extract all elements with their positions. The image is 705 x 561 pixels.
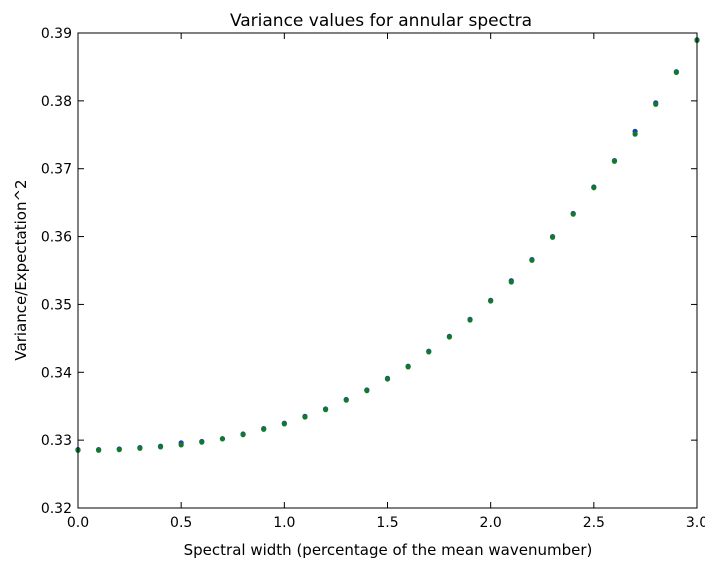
y-tick-label: 0.34: [41, 365, 72, 381]
data-point-series-2: [508, 279, 514, 285]
data-point-series-2: [137, 445, 143, 451]
x-tick-label: 0.5: [170, 515, 192, 531]
data-point-series-2: [570, 211, 576, 217]
data-point-series-2: [611, 158, 618, 164]
y-axis-label: Variance/Expectation^2: [12, 179, 30, 360]
data-point-series-2: [323, 407, 329, 413]
x-tick-label: 2.5: [583, 515, 605, 531]
data-point-series-2: [632, 131, 638, 137]
y-tick-label: 0.37: [41, 162, 72, 178]
data-point-series-2: [219, 436, 226, 442]
data-point-series-2: [178, 442, 184, 448]
x-tick-label: 0.0: [67, 515, 89, 531]
data-point-series-2: [240, 432, 246, 438]
y-tick-label: 0.38: [41, 94, 72, 110]
chart-title: Variance values for annular spectra: [230, 11, 532, 31]
x-tick-label: 2.0: [480, 515, 502, 531]
data-point-series-2: [302, 414, 308, 420]
x-axis-label: Spectral width (percentage of the mean w…: [184, 541, 593, 559]
data-points: [75, 37, 700, 453]
data-point-series-2: [549, 234, 556, 240]
data-point-series-2: [446, 334, 452, 340]
data-point-series-2: [426, 349, 432, 355]
x-tick-label: 3.0: [686, 515, 705, 531]
data-point-series-2: [364, 388, 370, 394]
data-point-series-2: [343, 397, 349, 403]
data-point-series-2: [261, 426, 267, 432]
y-tick-label: 0.33: [41, 433, 72, 449]
data-point-series-2: [405, 364, 411, 370]
data-point-series-2: [673, 69, 679, 75]
data-point-series-2: [467, 317, 473, 323]
data-point-series-2: [281, 421, 287, 427]
y-tick-label: 0.39: [41, 26, 72, 42]
x-tick-label: 1.5: [376, 515, 398, 531]
data-point-series-2: [529, 257, 535, 263]
plot-frame: [77, 32, 698, 509]
data-point-series-2: [384, 376, 391, 382]
data-point-series-2: [116, 447, 122, 453]
y-tick-label: 0.35: [41, 297, 72, 313]
axis-ticks: 0.0 0.5 1.0 1.5 2.0 2.5 3.0 0.32 0.33 0.34 0.35 0.3…: [41, 26, 705, 531]
x-tick-label: 1.0: [273, 515, 295, 531]
data-point-series-2: [199, 439, 205, 445]
data-point-series-2: [653, 101, 659, 107]
y-tick-label: 0.36: [41, 230, 72, 246]
y-tick-label: 0.32: [41, 501, 72, 517]
data-point-series-2: [591, 185, 597, 191]
data-point-series-2: [157, 444, 164, 450]
data-point-series-2: [96, 447, 102, 453]
data-point-series-2: [488, 298, 494, 304]
